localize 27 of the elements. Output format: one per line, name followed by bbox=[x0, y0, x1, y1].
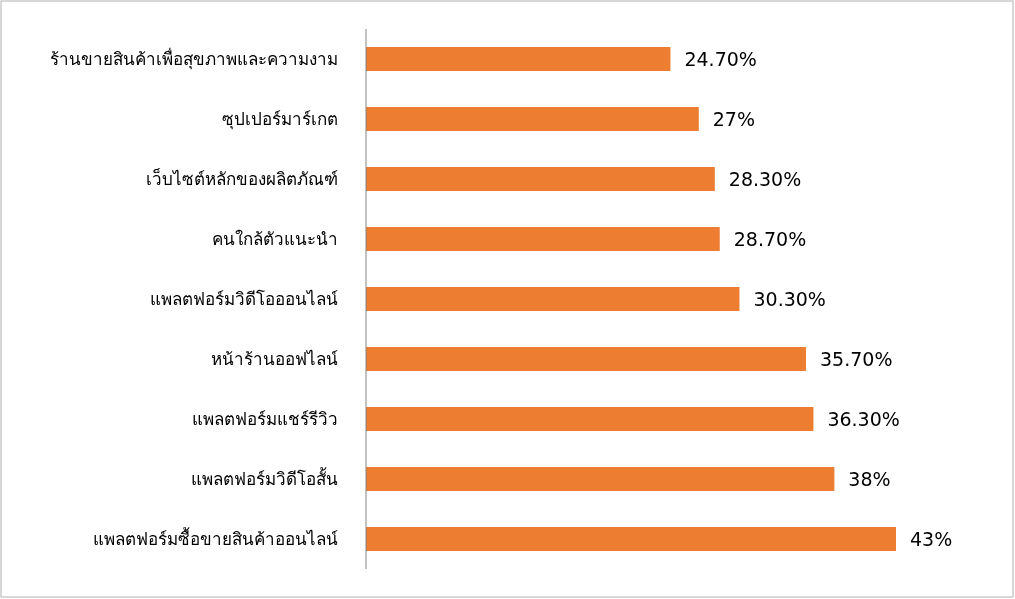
data-label: 27% bbox=[712, 108, 756, 130]
y-tick-label: ร้านขายสินค้าเพื่อสุขภาพและความงาม bbox=[50, 47, 338, 70]
y-tick-label: แพลตฟอร์มวิดีโอออนไลน์ bbox=[150, 289, 338, 309]
y-tick-label: แพลตฟอร์มวิดีโอสั้น bbox=[191, 467, 338, 489]
data-label: 24.70% bbox=[684, 48, 757, 70]
data-label: 30.30% bbox=[753, 288, 826, 310]
bar bbox=[366, 467, 835, 491]
bar bbox=[366, 287, 740, 311]
bar bbox=[366, 107, 699, 131]
y-tick-label: หน้าร้านออฟไลน์ bbox=[211, 349, 338, 369]
y-tick-label: แพลตฟอร์มแชร์รีวิว bbox=[192, 409, 338, 429]
y-tick-label: เว็บไซต์หลักของผลิตภัณฑ์ bbox=[146, 168, 338, 189]
data-label: 36.30% bbox=[827, 408, 900, 430]
data-label: 28.30% bbox=[728, 168, 802, 190]
bar bbox=[366, 407, 814, 431]
data-label: 43% bbox=[910, 528, 953, 550]
bar bbox=[366, 527, 896, 551]
bar bbox=[366, 47, 671, 71]
data-label: 38% bbox=[848, 468, 891, 490]
y-tick-label: แพลตฟอร์มซื้อขายสินค้าออนไลน์ bbox=[93, 527, 338, 549]
bar bbox=[366, 347, 807, 371]
bar bbox=[366, 227, 720, 251]
y-tick-label: ซุปเปอร์มาร์เกต bbox=[222, 109, 338, 130]
y-tick-label: คนใกล้ตัวแนะนำ bbox=[212, 229, 338, 249]
data-label: 35.70% bbox=[820, 348, 893, 370]
data-label: 28.70% bbox=[733, 228, 807, 250]
bar bbox=[366, 167, 715, 191]
